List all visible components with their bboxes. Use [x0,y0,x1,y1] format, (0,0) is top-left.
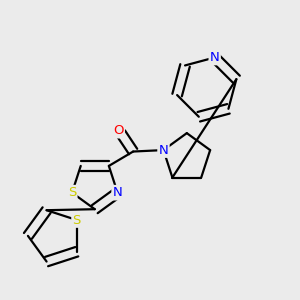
Text: N: N [159,144,168,157]
Text: S: S [68,186,76,199]
Text: N: N [210,51,220,64]
Text: S: S [73,214,81,226]
Text: N: N [113,186,122,199]
Text: O: O [113,124,124,137]
